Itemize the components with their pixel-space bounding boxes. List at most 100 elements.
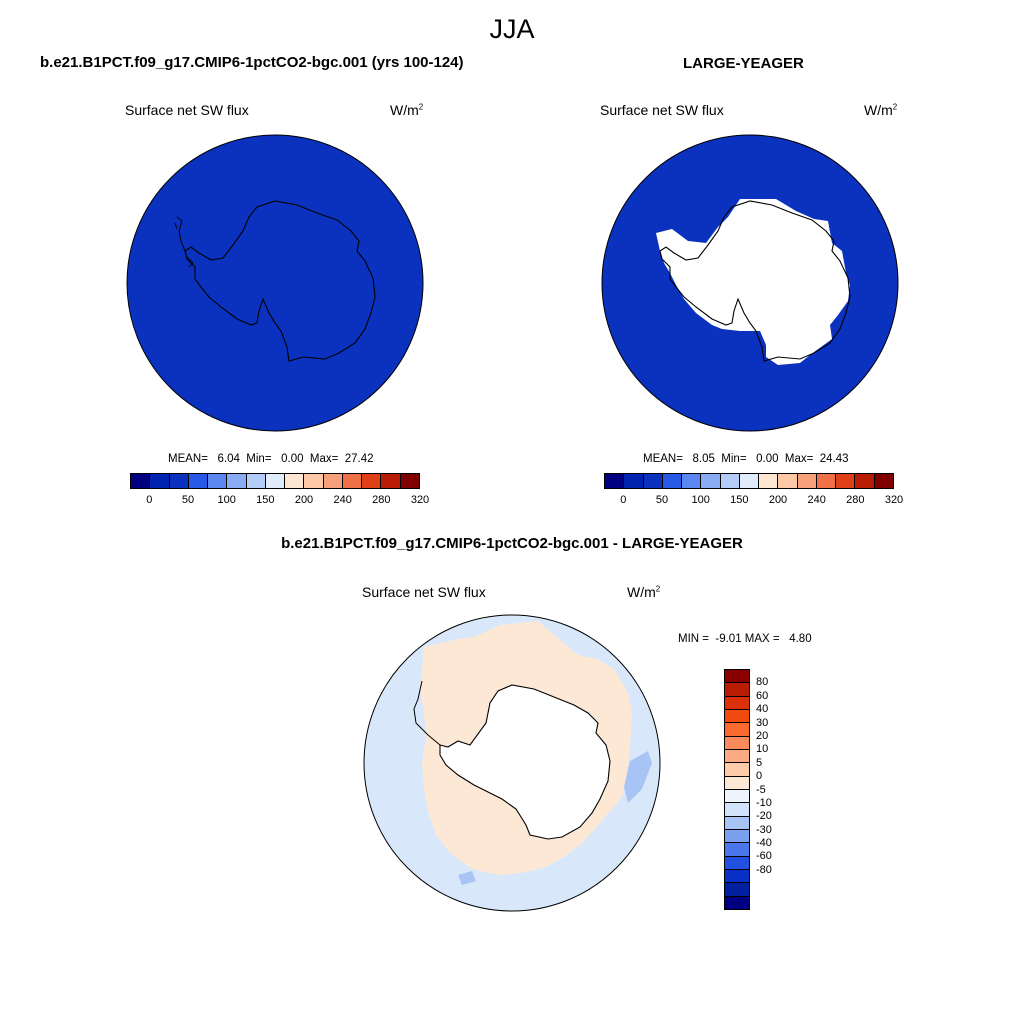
colorbar-tick-label: 320 xyxy=(410,494,430,506)
colorbar-left-labels: 0 50 100 150 200 240 280 320 xyxy=(130,494,429,510)
colorbar-tick-label: 150 xyxy=(256,494,275,506)
panel-left-variable: Surface net SW flux xyxy=(125,102,249,118)
colorbar-swatch xyxy=(725,670,749,684)
colorbar-tick-label: -40 xyxy=(756,837,772,850)
colorbar-swatch xyxy=(605,474,625,488)
colorbar-swatch xyxy=(720,474,740,488)
diff-title: b.e21.B1PCT.f09_g17.CMIP6-1pctCO2-bgc.00… xyxy=(281,535,743,552)
figure-title: JJA xyxy=(489,14,535,44)
panel-left-stats: MEAN= 6.04 Min= 0.00 Max= 27.42 xyxy=(168,453,374,465)
colorbar-swatch xyxy=(725,869,749,884)
colorbar-swatch xyxy=(381,474,401,488)
colorbar-swatch xyxy=(725,883,749,897)
panel-left-title: b.e21.B1PCT.f09_g17.CMIP6-1pctCO2-bgc.00… xyxy=(40,54,464,71)
colorbar-tick-label: 280 xyxy=(372,494,391,506)
colorbar-tick-label: 200 xyxy=(294,494,314,506)
colorbar-swatch xyxy=(725,896,749,909)
colorbar-swatch xyxy=(725,749,749,764)
panel-right-unit: W/m2 xyxy=(864,102,898,118)
panel-right-stats: MEAN= 8.05 Min= 0.00 Max= 24.43 xyxy=(643,453,849,465)
diff-stats: MIN = -9.01 MAX = 4.80 xyxy=(678,633,812,645)
colorbar-tick-label: 100 xyxy=(691,494,710,506)
colorbar-swatch xyxy=(855,474,875,488)
colorbar-swatch xyxy=(725,856,749,870)
ocean-field xyxy=(126,134,424,432)
colorbar-swatch xyxy=(208,474,228,488)
colorbar-tick-label: 80 xyxy=(756,676,769,689)
map-right xyxy=(601,134,899,432)
colorbar-swatch xyxy=(725,683,749,697)
interior-mask xyxy=(440,685,610,839)
colorbar-swatch xyxy=(265,474,286,488)
negative-blob xyxy=(624,751,652,803)
panel-right-title: LARGE-YEAGER xyxy=(683,55,804,72)
antarctica-coastline xyxy=(659,200,851,362)
peninsula xyxy=(413,680,441,746)
colorbar-swatch xyxy=(778,474,798,488)
colorbar-swatch xyxy=(624,474,644,488)
map-left xyxy=(126,134,424,432)
colorbar-swatch xyxy=(725,736,749,750)
colorbar-swatch xyxy=(150,474,170,488)
peninsula xyxy=(176,216,186,252)
sea-ice-mask xyxy=(656,199,850,365)
colorbar-swatch xyxy=(725,803,749,817)
colorbar-tick-label: 50 xyxy=(181,494,195,506)
colorbar-swatch xyxy=(797,474,817,488)
colorbar-swatch xyxy=(188,474,209,488)
colorbar-swatch xyxy=(725,723,749,737)
colorbar-swatch xyxy=(362,474,382,488)
colorbar-right-labels: 0 50 100 150 200 240 280 320 xyxy=(604,494,903,510)
colorbar-tick-label: 50 xyxy=(655,494,669,506)
colorbar-tick-label: 5 xyxy=(756,756,763,769)
colorbar-tick-label: -30 xyxy=(756,823,772,836)
colorbar-tick-label: 100 xyxy=(217,494,236,506)
colorbar-tick-label: 150 xyxy=(730,494,749,506)
colorbar-swatch xyxy=(725,816,749,830)
diff-variable: Surface net SW flux xyxy=(362,584,486,600)
colorbar-swatch xyxy=(246,474,266,488)
colorbar-tick-label: -20 xyxy=(756,810,772,823)
map-diff xyxy=(363,614,661,912)
colorbar-swatch xyxy=(342,474,363,488)
colorbar-tick-label: 0 xyxy=(146,494,153,506)
colorbar-tick-label: 10 xyxy=(756,743,769,756)
colorbar-tick-label: 20 xyxy=(756,729,769,742)
colorbar-swatch xyxy=(131,474,151,488)
colorbar-swatch xyxy=(643,474,663,488)
colorbar-tick-label: 40 xyxy=(756,703,769,716)
colorbar-swatch xyxy=(662,474,683,488)
colorbar-tick-label: 280 xyxy=(846,494,865,506)
colorbar-swatch xyxy=(169,474,189,488)
colorbar-tick-label: -10 xyxy=(756,796,772,809)
colorbar-swatch xyxy=(323,474,343,488)
colorbar-swatch xyxy=(725,696,749,710)
colorbar-swatch xyxy=(400,474,419,488)
antarctica-coastline xyxy=(184,200,376,362)
antarctica-coastline xyxy=(439,684,611,840)
colorbar-swatch xyxy=(874,474,893,488)
colorbar-tick-label: 0 xyxy=(756,770,763,783)
colorbar-tick-label: 30 xyxy=(756,716,769,729)
colorbar-tick-label: -80 xyxy=(756,863,772,876)
colorbar-tick-label: 320 xyxy=(884,494,904,506)
colorbar-swatch xyxy=(304,474,324,488)
colorbar-right xyxy=(604,473,894,489)
panel-right-variable: Surface net SW flux xyxy=(600,102,724,118)
panel-left-unit: W/m2 xyxy=(390,102,424,118)
colorbar-tick-label: 60 xyxy=(756,689,769,702)
colorbar-tick-label: 0 xyxy=(620,494,627,506)
colorbar-swatch xyxy=(285,474,305,488)
colorbar-swatch xyxy=(227,474,247,488)
colorbar-swatch xyxy=(725,789,749,804)
colorbar-diff xyxy=(724,669,750,910)
colorbar-swatch xyxy=(759,474,779,488)
colorbar-swatch xyxy=(701,474,721,488)
colorbar-swatch xyxy=(682,474,702,488)
colorbar-diff-labels: 80 60 40 30 20 10 5 0 -5 -10 -20 -30 -40 -60 -80 xyxy=(756,669,796,910)
colorbar-tick-label: -5 xyxy=(756,783,766,796)
colorbar-tick-label: -60 xyxy=(756,850,772,863)
colorbar-swatch xyxy=(739,474,760,488)
colorbar-left xyxy=(130,473,420,489)
negative-blob xyxy=(458,871,476,885)
